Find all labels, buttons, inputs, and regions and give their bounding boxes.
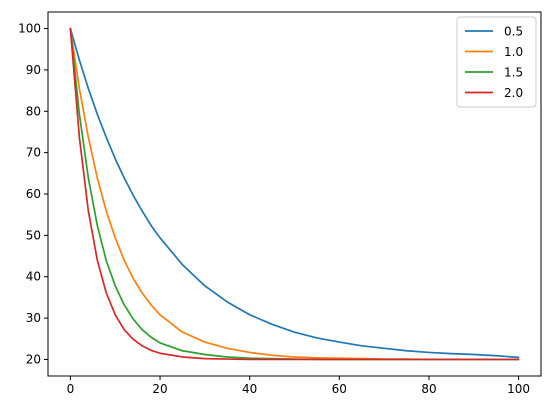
y-tick-label: 70 (26, 146, 41, 160)
y-axis: 20 30 40 50 60 70 80 90 100 (18, 22, 48, 366)
y-tick-label: 60 (26, 187, 41, 201)
y-tick-label: 20 (26, 352, 41, 366)
series-line-2-0 (69, 27, 520, 361)
y-tick-label: 30 (26, 311, 41, 325)
x-tick-label: 40 (242, 382, 257, 396)
y-tick-label: 50 (26, 228, 41, 242)
series-layer (69, 27, 520, 361)
x-tick-label: 100 (507, 382, 530, 396)
x-tick-label: 60 (332, 382, 347, 396)
legend-label: 0.5 (504, 25, 523, 39)
y-tick-label: 100 (18, 22, 41, 36)
y-tick-label: 40 (26, 270, 41, 284)
legend: 0.5 1.0 1.5 2.0 (456, 16, 537, 108)
x-tick-label: 0 (67, 382, 75, 396)
x-tick-label: 80 (421, 382, 436, 396)
x-axis: 0 20 40 60 80 100 (67, 376, 530, 396)
series-line-0-5 (69, 27, 520, 359)
legend-box (456, 16, 537, 108)
y-tick-label: 80 (26, 104, 41, 118)
legend-label: 2.0 (504, 86, 523, 100)
axes-frame (47, 11, 542, 377)
x-tick-label: 20 (152, 382, 167, 396)
y-tick-label: 90 (26, 63, 41, 77)
legend-label: 1.5 (504, 66, 523, 80)
legend-label: 1.0 (504, 45, 523, 59)
